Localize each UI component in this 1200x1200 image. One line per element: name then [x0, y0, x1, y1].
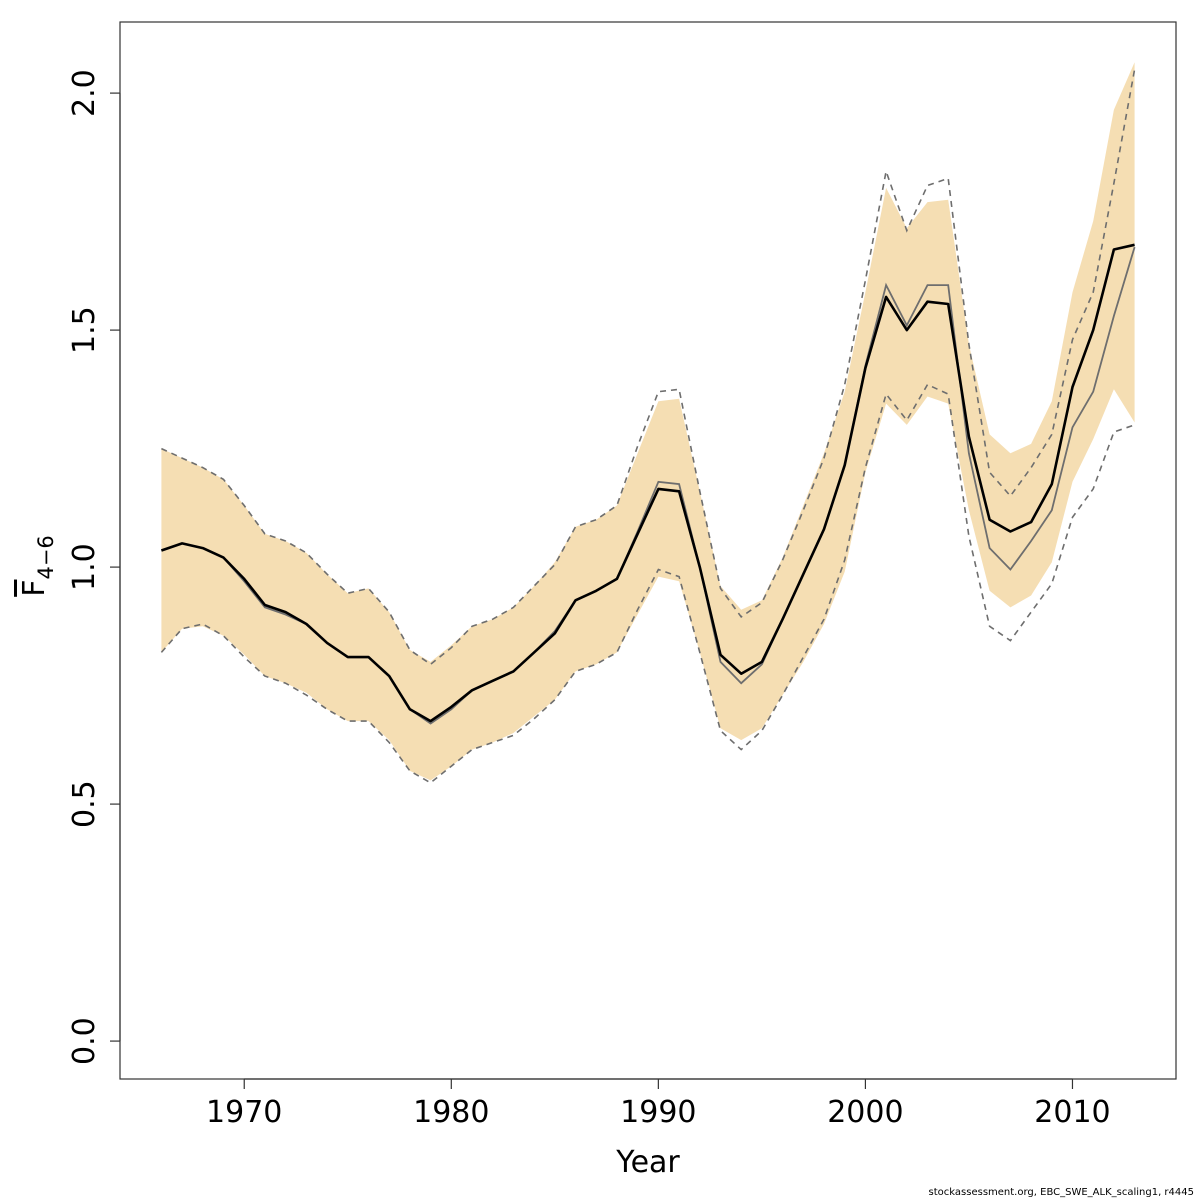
x-tick-label: 2000	[827, 1095, 903, 1130]
x-axis-title: Year	[615, 1145, 680, 1180]
y-tick-label: 0.5	[67, 780, 102, 828]
x-axis: 1970 1980 1990 2000 2010	[206, 1078, 1111, 1130]
previous-upper-bound-line	[161, 69, 1136, 666]
credit-footnote: stockassessment.org, EBC_SWE_ALK_scaling…	[928, 1187, 1194, 1198]
y-tick-label: 0.0	[67, 1017, 102, 1065]
x-tick-label: 1980	[413, 1095, 489, 1130]
y-axis-title-subscript: 4−6	[34, 535, 58, 579]
plot-area	[160, 62, 1136, 784]
y-axis-title: F4−6	[17, 535, 58, 597]
confidence-band	[161, 62, 1135, 781]
x-tick-label: 2010	[1034, 1095, 1110, 1130]
x-tick-label: 1990	[620, 1095, 696, 1130]
y-axis-title-main: F	[17, 580, 52, 597]
y-tick-label: 1.0	[67, 543, 102, 591]
y-axis: 0.0 0.5 1.0 1.5 2.0	[67, 69, 121, 1065]
estimate-line	[160, 243, 1135, 723]
y-tick-label: 1.5	[67, 306, 102, 354]
svg-text:F4−6: F4−6	[17, 535, 58, 597]
previous-lower-bound-line	[160, 383, 1135, 784]
x-tick-label: 1970	[206, 1095, 282, 1130]
y-tick-label: 2.0	[67, 69, 102, 117]
